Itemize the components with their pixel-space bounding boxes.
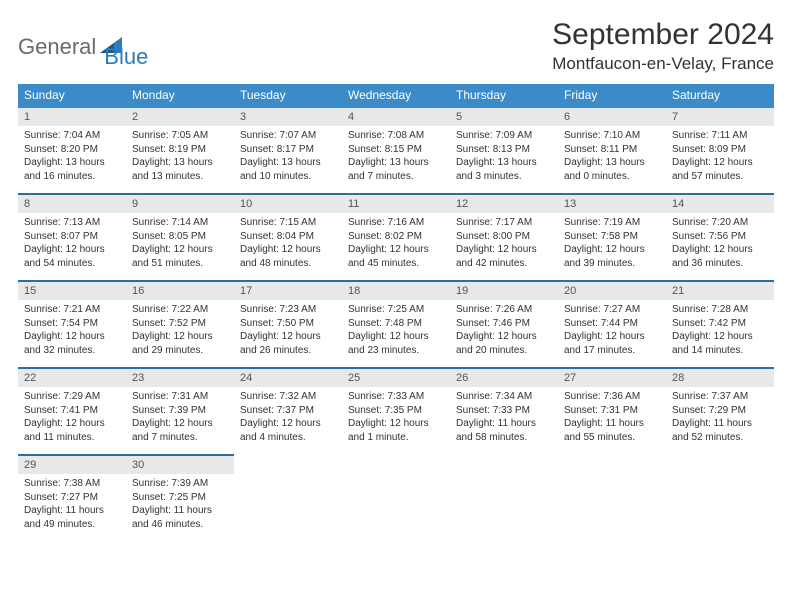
day-data-cell: Sunrise: 7:26 AMSunset: 7:46 PMDaylight:… xyxy=(450,300,558,368)
day-data-cell: Sunrise: 7:38 AMSunset: 7:27 PMDaylight:… xyxy=(18,474,126,541)
day-header-cell: Saturday xyxy=(666,84,774,107)
date-row: 15161718192021 xyxy=(18,281,774,300)
date-number-cell: 14 xyxy=(666,194,774,213)
day-header-row: SundayMondayTuesdayWednesdayThursdayFrid… xyxy=(18,84,774,107)
empty-data-cell xyxy=(450,474,558,541)
day-data-cell: Sunrise: 7:31 AMSunset: 7:39 PMDaylight:… xyxy=(126,387,234,455)
day-data-cell: Sunrise: 7:16 AMSunset: 8:02 PMDaylight:… xyxy=(342,213,450,281)
date-number-cell: 16 xyxy=(126,281,234,300)
date-number-cell: 24 xyxy=(234,368,342,387)
empty-date-cell xyxy=(666,455,774,474)
day-data-cell: Sunrise: 7:36 AMSunset: 7:31 PMDaylight:… xyxy=(558,387,666,455)
day-header-cell: Wednesday xyxy=(342,84,450,107)
date-number-cell: 22 xyxy=(18,368,126,387)
day-data-cell: Sunrise: 7:25 AMSunset: 7:48 PMDaylight:… xyxy=(342,300,450,368)
day-data-cell: Sunrise: 7:17 AMSunset: 8:00 PMDaylight:… xyxy=(450,213,558,281)
day-data-cell: Sunrise: 7:22 AMSunset: 7:52 PMDaylight:… xyxy=(126,300,234,368)
day-header-cell: Friday xyxy=(558,84,666,107)
date-number-cell: 11 xyxy=(342,194,450,213)
day-data-cell: Sunrise: 7:23 AMSunset: 7:50 PMDaylight:… xyxy=(234,300,342,368)
day-data-cell: Sunrise: 7:34 AMSunset: 7:33 PMDaylight:… xyxy=(450,387,558,455)
date-number-cell: 19 xyxy=(450,281,558,300)
empty-data-cell xyxy=(558,474,666,541)
date-number-cell: 30 xyxy=(126,455,234,474)
date-number-cell: 6 xyxy=(558,107,666,126)
date-number-cell: 25 xyxy=(342,368,450,387)
location-label: Montfaucon-en-Velay, France xyxy=(552,54,774,74)
data-row: Sunrise: 7:13 AMSunset: 8:07 PMDaylight:… xyxy=(18,213,774,281)
date-number-cell: 3 xyxy=(234,107,342,126)
empty-data-cell xyxy=(666,474,774,541)
date-number-cell: 23 xyxy=(126,368,234,387)
day-data-cell: Sunrise: 7:09 AMSunset: 8:13 PMDaylight:… xyxy=(450,126,558,194)
day-data-cell: Sunrise: 7:14 AMSunset: 8:05 PMDaylight:… xyxy=(126,213,234,281)
date-number-cell: 12 xyxy=(450,194,558,213)
date-number-cell: 2 xyxy=(126,107,234,126)
day-data-cell: Sunrise: 7:29 AMSunset: 7:41 PMDaylight:… xyxy=(18,387,126,455)
data-row: Sunrise: 7:29 AMSunset: 7:41 PMDaylight:… xyxy=(18,387,774,455)
date-number-cell: 8 xyxy=(18,194,126,213)
date-number-cell: 15 xyxy=(18,281,126,300)
day-data-cell: Sunrise: 7:33 AMSunset: 7:35 PMDaylight:… xyxy=(342,387,450,455)
day-data-cell: Sunrise: 7:04 AMSunset: 8:20 PMDaylight:… xyxy=(18,126,126,194)
day-data-cell: Sunrise: 7:15 AMSunset: 8:04 PMDaylight:… xyxy=(234,213,342,281)
day-data-cell: Sunrise: 7:37 AMSunset: 7:29 PMDaylight:… xyxy=(666,387,774,455)
page-header: General Blue September 2024 Montfaucon-e… xyxy=(18,18,774,74)
data-row: Sunrise: 7:21 AMSunset: 7:54 PMDaylight:… xyxy=(18,300,774,368)
date-number-cell: 20 xyxy=(558,281,666,300)
calendar-table: SundayMondayTuesdayWednesdayThursdayFrid… xyxy=(18,84,774,541)
date-number-cell: 18 xyxy=(342,281,450,300)
day-data-cell: Sunrise: 7:07 AMSunset: 8:17 PMDaylight:… xyxy=(234,126,342,194)
day-data-cell: Sunrise: 7:27 AMSunset: 7:44 PMDaylight:… xyxy=(558,300,666,368)
data-row: Sunrise: 7:38 AMSunset: 7:27 PMDaylight:… xyxy=(18,474,774,541)
date-number-cell: 29 xyxy=(18,455,126,474)
empty-date-cell xyxy=(342,455,450,474)
day-data-cell: Sunrise: 7:19 AMSunset: 7:58 PMDaylight:… xyxy=(558,213,666,281)
day-data-cell: Sunrise: 7:32 AMSunset: 7:37 PMDaylight:… xyxy=(234,387,342,455)
day-data-cell: Sunrise: 7:20 AMSunset: 7:56 PMDaylight:… xyxy=(666,213,774,281)
day-data-cell: Sunrise: 7:11 AMSunset: 8:09 PMDaylight:… xyxy=(666,126,774,194)
date-number-cell: 26 xyxy=(450,368,558,387)
day-data-cell: Sunrise: 7:28 AMSunset: 7:42 PMDaylight:… xyxy=(666,300,774,368)
date-number-cell: 10 xyxy=(234,194,342,213)
date-number-cell: 9 xyxy=(126,194,234,213)
day-data-cell: Sunrise: 7:10 AMSunset: 8:11 PMDaylight:… xyxy=(558,126,666,194)
date-number-cell: 17 xyxy=(234,281,342,300)
date-row: 2930 xyxy=(18,455,774,474)
day-data-cell: Sunrise: 7:21 AMSunset: 7:54 PMDaylight:… xyxy=(18,300,126,368)
date-number-cell: 4 xyxy=(342,107,450,126)
date-row: 22232425262728 xyxy=(18,368,774,387)
date-number-cell: 28 xyxy=(666,368,774,387)
day-header-cell: Thursday xyxy=(450,84,558,107)
date-row: 891011121314 xyxy=(18,194,774,213)
empty-data-cell xyxy=(342,474,450,541)
day-data-cell: Sunrise: 7:13 AMSunset: 8:07 PMDaylight:… xyxy=(18,213,126,281)
date-number-cell: 21 xyxy=(666,281,774,300)
date-number-cell: 1 xyxy=(18,107,126,126)
day-data-cell: Sunrise: 7:39 AMSunset: 7:25 PMDaylight:… xyxy=(126,474,234,541)
month-title: September 2024 xyxy=(552,18,774,52)
data-row: Sunrise: 7:04 AMSunset: 8:20 PMDaylight:… xyxy=(18,126,774,194)
date-row: 1234567 xyxy=(18,107,774,126)
date-number-cell: 13 xyxy=(558,194,666,213)
day-header-cell: Monday xyxy=(126,84,234,107)
date-number-cell: 5 xyxy=(450,107,558,126)
empty-date-cell xyxy=(234,455,342,474)
empty-date-cell xyxy=(558,455,666,474)
day-data-cell: Sunrise: 7:05 AMSunset: 8:19 PMDaylight:… xyxy=(126,126,234,194)
empty-date-cell xyxy=(450,455,558,474)
logo-general-text: General xyxy=(18,34,96,60)
date-number-cell: 7 xyxy=(666,107,774,126)
day-header-cell: Sunday xyxy=(18,84,126,107)
empty-data-cell xyxy=(234,474,342,541)
title-block: September 2024 Montfaucon-en-Velay, Fran… xyxy=(552,18,774,74)
day-header-cell: Tuesday xyxy=(234,84,342,107)
date-number-cell: 27 xyxy=(558,368,666,387)
day-data-cell: Sunrise: 7:08 AMSunset: 8:15 PMDaylight:… xyxy=(342,126,450,194)
logo-blue-text: Blue xyxy=(104,44,148,70)
logo: General Blue xyxy=(18,24,148,70)
